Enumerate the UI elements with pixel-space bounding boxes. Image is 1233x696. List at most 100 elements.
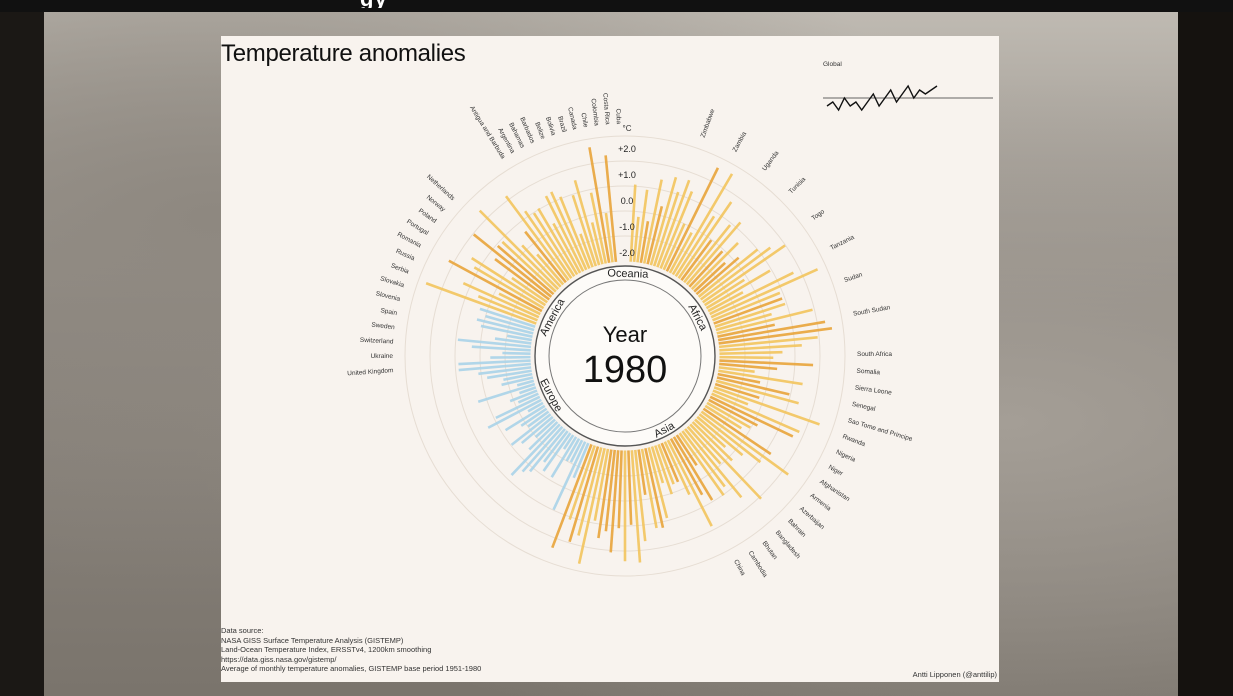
global-inset: Global xyxy=(823,61,993,112)
anomaly-bar xyxy=(604,155,618,263)
anomaly-bar xyxy=(520,407,548,427)
anomaly-bar xyxy=(479,307,536,329)
anomaly-bar xyxy=(478,366,532,376)
country-label: Zimbabwe xyxy=(700,108,717,139)
country-label: Costa Rica xyxy=(601,93,611,126)
country-label: Colombia xyxy=(589,98,600,127)
anomaly-bar xyxy=(472,233,553,298)
anomaly-bar xyxy=(677,201,733,279)
anomaly-bar xyxy=(495,395,541,420)
scale-tick: 0.0 xyxy=(621,196,634,206)
country-label: Slovenia xyxy=(375,290,401,303)
anomaly-bar xyxy=(544,195,585,272)
anomaly-bar xyxy=(652,191,680,267)
year-label: Year xyxy=(603,322,647,347)
anomaly-bar xyxy=(671,173,734,276)
country-label: Cambodia xyxy=(747,550,769,579)
anomaly-bar xyxy=(496,244,555,296)
anomaly-bar xyxy=(532,212,576,278)
country-label: Sierra Leone xyxy=(854,384,892,396)
country-label: Tanzania xyxy=(829,234,856,252)
anomaly-bar xyxy=(688,250,724,288)
anomaly-bar xyxy=(527,410,550,428)
anomaly-bar xyxy=(509,389,538,403)
anomaly-bar xyxy=(680,239,713,281)
country-label: Canada xyxy=(566,107,578,131)
anomaly-bar xyxy=(696,415,744,457)
anomaly-bar xyxy=(502,351,531,355)
country-label: Senegal xyxy=(851,401,876,413)
anomaly-bar xyxy=(639,221,650,264)
anomaly-bar xyxy=(521,244,562,288)
country-label: Romania xyxy=(396,231,423,250)
anomaly-bar xyxy=(551,443,593,549)
country-label: United Kingdom xyxy=(347,367,394,377)
credit: Antti Lipponen (@anttilip) xyxy=(912,670,997,679)
anomaly-bar xyxy=(668,231,693,274)
source-line-2: Land-Ocean Temperature Index, ERSSTv4, 1… xyxy=(221,645,432,654)
anomaly-bar xyxy=(703,278,746,307)
anomaly-bar xyxy=(478,209,560,291)
anomaly-bar xyxy=(650,446,665,484)
anomaly-bar xyxy=(588,147,611,264)
country-label: South Sudan xyxy=(853,304,892,317)
anomaly-bar xyxy=(520,415,554,445)
anomaly-bar xyxy=(702,407,772,456)
inset-line xyxy=(826,84,938,112)
anomaly-bar xyxy=(524,210,573,279)
anomaly-bar xyxy=(590,222,604,265)
source-line-4: Average of monthly temperature anomalies… xyxy=(221,664,482,673)
anomaly-bar xyxy=(552,441,587,511)
anomaly-bar xyxy=(604,212,614,263)
country-label: Norway xyxy=(425,194,447,214)
anomaly-bar xyxy=(675,434,698,467)
anomaly-bar xyxy=(579,233,594,268)
anomaly-bar xyxy=(569,439,584,463)
country-label: Zambia xyxy=(732,130,749,153)
country-label: Brazil xyxy=(556,116,567,134)
anomaly-bar xyxy=(528,428,566,473)
country-label: Ukraine xyxy=(371,353,394,360)
anomaly-bar xyxy=(573,179,601,266)
anomaly-bar xyxy=(712,389,749,406)
anomaly-bar xyxy=(504,404,546,432)
anomaly-bar xyxy=(702,244,786,304)
anomaly-bar xyxy=(640,448,658,529)
anomaly-bar xyxy=(568,446,600,543)
anomaly-bar xyxy=(486,369,532,380)
anomaly-bar xyxy=(609,450,620,553)
country-label: China xyxy=(732,558,746,577)
anomaly-bar xyxy=(710,268,819,319)
anomaly-bar xyxy=(716,308,813,335)
anomaly-bar xyxy=(589,192,608,264)
anomaly-bar xyxy=(707,291,744,313)
country-label: Serbia xyxy=(390,262,410,275)
chart-panel: Temperature anomalies Oceania Africa Asia E… xyxy=(221,36,999,682)
anomaly-bar xyxy=(646,205,664,265)
year-value: 1980 xyxy=(583,349,668,391)
anomaly-bar xyxy=(528,421,559,451)
country-label: Poland xyxy=(417,207,438,225)
anomaly-bar xyxy=(644,447,665,529)
country-label: Rwanda xyxy=(841,433,866,448)
anomaly-bar xyxy=(425,282,537,325)
anomaly-bar xyxy=(662,223,686,271)
anomaly-bar xyxy=(471,257,547,307)
country-label: Bhutan xyxy=(761,540,779,561)
anomaly-bar xyxy=(537,207,579,276)
anomaly-bar xyxy=(695,256,740,296)
anomaly-bar xyxy=(629,184,637,262)
anomaly-bar xyxy=(565,437,581,462)
scale-unit: °C xyxy=(623,124,632,133)
anomaly-bar xyxy=(674,215,716,278)
anomaly-bar xyxy=(691,421,733,462)
anomaly-bar xyxy=(681,430,726,488)
anomaly-bar xyxy=(719,343,802,352)
anomaly-bar xyxy=(654,445,673,495)
country-label: Somalia xyxy=(856,368,880,377)
anomaly-bar xyxy=(617,450,623,529)
anomaly-bar xyxy=(534,418,556,439)
anomaly-bar xyxy=(637,449,647,495)
anomaly-bar xyxy=(577,447,606,564)
